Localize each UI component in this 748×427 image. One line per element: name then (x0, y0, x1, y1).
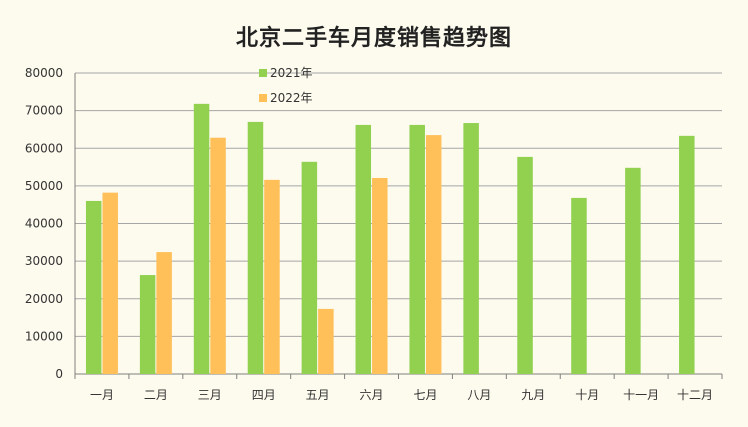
bar (355, 124, 372, 374)
x-category-label: 十月 (575, 388, 599, 402)
y-tick-label: 50000 (25, 179, 63, 193)
bar (193, 103, 210, 374)
legend-label: 2021年 (270, 66, 313, 80)
y-tick-label: 60000 (25, 141, 63, 155)
bar (139, 275, 156, 374)
x-category-label: 八月 (467, 388, 491, 402)
bar (571, 197, 587, 374)
bar (409, 124, 425, 374)
bar (85, 200, 102, 374)
legend-swatch (259, 69, 267, 77)
bar (625, 167, 641, 374)
legend-label: 2022年 (270, 91, 313, 105)
y-tick-label: 70000 (25, 104, 63, 118)
bar (679, 135, 695, 374)
bar (210, 137, 226, 374)
legend-swatch (259, 94, 267, 102)
x-category-label: 七月 (413, 388, 437, 402)
bar (463, 123, 479, 374)
chart-title: 北京二手车月度销售趋势图 (235, 26, 512, 51)
x-category-label: 三月 (198, 388, 222, 402)
x-category-label: 十二月 (677, 388, 713, 402)
bar (301, 161, 318, 374)
y-tick-label: 80000 (25, 66, 63, 80)
bar (372, 177, 388, 374)
y-tick-label: 30000 (25, 254, 63, 268)
x-category-label: 五月 (306, 388, 330, 402)
x-category-label: 一月 (90, 388, 114, 402)
y-tick-label: 10000 (25, 329, 63, 343)
bar (264, 179, 280, 374)
y-tick-label: 20000 (25, 292, 63, 306)
bar (247, 121, 264, 374)
x-category-label: 二月 (144, 388, 168, 402)
bar (156, 252, 172, 374)
bar (425, 135, 442, 374)
bar (102, 192, 118, 374)
x-category-label: 四月 (252, 388, 276, 402)
y-tick-label: 40000 (25, 217, 63, 231)
y-tick-label: 0 (55, 367, 63, 381)
x-category-label: 九月 (521, 388, 545, 402)
x-category-label: 十一月 (623, 388, 659, 402)
bar (517, 156, 533, 374)
bar (318, 308, 334, 374)
x-category-label: 六月 (360, 388, 384, 402)
